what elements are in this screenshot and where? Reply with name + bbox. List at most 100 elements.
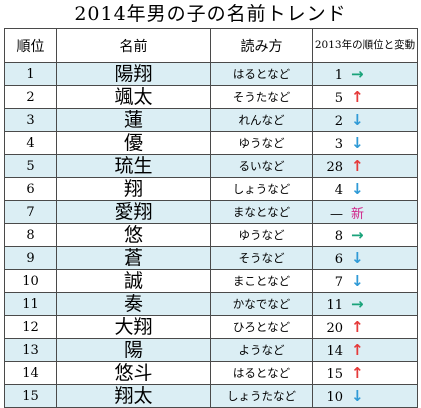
table-row: 2 颯太 そうたなど 5 ↑: [4, 85, 418, 109]
rank-cell: 2: [4, 85, 57, 109]
new-badge: 新: [351, 206, 365, 222]
arrow-up-icon: ↑: [351, 318, 364, 336]
name-cell: 奏: [56, 292, 211, 316]
prev-rank-cell: 11 →: [312, 292, 418, 316]
header-rank: 順位: [4, 28, 57, 63]
prev-rank-value: 6: [334, 252, 343, 267]
rank-cell: 9: [4, 246, 57, 270]
prev-rank-cell: 3 ↓: [312, 131, 418, 155]
table-row: 3 蓮れんなど 2 ↓: [4, 108, 418, 132]
rank-cell: 3: [4, 108, 57, 132]
table-row: 12 大翔 ひろとなど 20 ↑: [4, 315, 418, 339]
name-cell: 大翔: [56, 315, 211, 339]
reading-cell: るいなど: [210, 154, 313, 178]
reading-cell: しょうたなど: [210, 384, 313, 408]
arrow-right-icon: →: [351, 295, 364, 313]
table-row: 15 翔太 しょうたなど 10 ↓: [4, 384, 418, 408]
rank-cell: 1: [4, 62, 57, 86]
arrow-down-icon: ↓: [351, 272, 364, 290]
reading-cell: ようなど: [210, 338, 313, 362]
table-row: 7 愛翔 まなとなど — 新: [4, 200, 418, 224]
prev-rank-value: 28: [326, 160, 343, 175]
prev-rank-cell: 15 ↑: [312, 361, 418, 385]
table-row: 13 陽ようなど 14 ↑: [4, 338, 418, 362]
reading-cell: かなでなど: [210, 292, 313, 316]
prev-rank-cell: 28 ↑: [312, 154, 418, 178]
rank-cell: 4: [4, 131, 57, 155]
table-row: 11 奏かなでなど 11 →: [4, 292, 418, 316]
arrow-up-icon: ↑: [351, 341, 364, 359]
prev-rank-cell: — 新: [312, 200, 418, 224]
header-name: 名前: [56, 28, 211, 63]
rank-cell: 10: [4, 269, 57, 293]
prev-rank-cell: 1 →: [312, 62, 418, 86]
reading-cell: そうなど: [210, 246, 313, 270]
rank-cell: 6: [4, 177, 57, 201]
rank-cell: 7: [4, 200, 57, 224]
table-row: 6 翔しょうなど 4 ↓: [4, 177, 418, 201]
name-cell: 翔太: [56, 384, 211, 408]
prev-rank-value: 7: [334, 275, 343, 290]
prev-rank-cell: 6 ↓: [312, 246, 418, 270]
arrow-right-icon: →: [351, 226, 364, 244]
prev-rank-value: —: [330, 206, 343, 222]
rank-cell: 15: [4, 384, 57, 408]
arrow-up-icon: ↑: [351, 88, 364, 106]
name-cell: 陽翔: [56, 62, 211, 86]
name-cell: 翔: [56, 177, 211, 201]
table-row: 8 悠ゆうなど 8 →: [4, 223, 418, 247]
arrow-down-icon: ↓: [351, 134, 364, 152]
reading-cell: はるとなど: [210, 62, 313, 86]
name-cell: 優: [56, 131, 211, 155]
arrow-up-icon: ↑: [351, 364, 364, 382]
reading-cell: ひろとなど: [210, 315, 313, 339]
reading-cell: ゆうなど: [210, 131, 313, 155]
prev-rank-cell: 10 ↓: [312, 384, 418, 408]
prev-rank-value: 4: [334, 183, 343, 198]
table-row: 9 蒼そうなど 6 ↓: [4, 246, 418, 270]
name-cell: 陽: [56, 338, 211, 362]
rank-cell: 8: [4, 223, 57, 247]
header-reading: 読み方: [210, 28, 313, 63]
name-cell: 誠: [56, 269, 211, 293]
name-cell: 愛翔: [56, 200, 211, 224]
prev-rank-value: 8: [334, 229, 343, 244]
arrow-down-icon: ↓: [351, 387, 364, 405]
table-row: 14 悠斗 はるとなど 15 ↑: [4, 361, 418, 385]
arrow-right-icon: →: [351, 65, 364, 83]
arrow-down-icon: ↓: [351, 249, 364, 267]
name-cell: 蒼: [56, 246, 211, 270]
name-cell: 蓮: [56, 108, 211, 132]
header-row: 順位 名前 読み方 2013年の順位と変動: [4, 28, 418, 63]
ranking-table: 順位 名前 読み方 2013年の順位と変動 1 陽翔 はるとなど 1 → 2 颯太 そうたなど…: [4, 28, 418, 408]
arrow-down-icon: ↓: [351, 111, 364, 129]
table-row: 1 陽翔 はるとなど 1 →: [4, 62, 418, 86]
prev-rank-value: 14: [326, 344, 343, 359]
name-cell: 琉生: [56, 154, 211, 178]
prev-rank-cell: 4 ↓: [312, 177, 418, 201]
prev-rank-cell: 20 ↑: [312, 315, 418, 339]
prev-rank-value: 5: [334, 91, 343, 106]
table-row: 10 誠まことなど 7 ↓: [4, 269, 418, 293]
prev-rank-value: 3: [334, 137, 343, 152]
prev-rank-cell: 5 ↑: [312, 85, 418, 109]
prev-rank-value: 11: [326, 298, 343, 313]
reading-cell: まなとなど: [210, 200, 313, 224]
prev-rank-value: 1: [334, 68, 343, 83]
prev-rank-value: 15: [326, 367, 343, 382]
rank-cell: 14: [4, 361, 57, 385]
rank-cell: 12: [4, 315, 57, 339]
name-cell: 悠斗: [56, 361, 211, 385]
prev-rank-value: 2: [334, 114, 343, 129]
reading-cell: そうたなど: [210, 85, 313, 109]
arrow-down-icon: ↓: [351, 180, 364, 198]
table-row: 4 優ゆうなど 3 ↓: [4, 131, 418, 155]
prev-rank-cell: 14 ↑: [312, 338, 418, 362]
reading-cell: れんなど: [210, 108, 313, 132]
reading-cell: まことなど: [210, 269, 313, 293]
name-cell: 悠: [56, 223, 211, 247]
header-prev-rank: 2013年の順位と変動: [312, 28, 418, 63]
prev-rank-value: 10: [326, 390, 343, 405]
prev-rank-cell: 8 →: [312, 223, 418, 247]
reading-cell: ゆうなど: [210, 223, 313, 247]
